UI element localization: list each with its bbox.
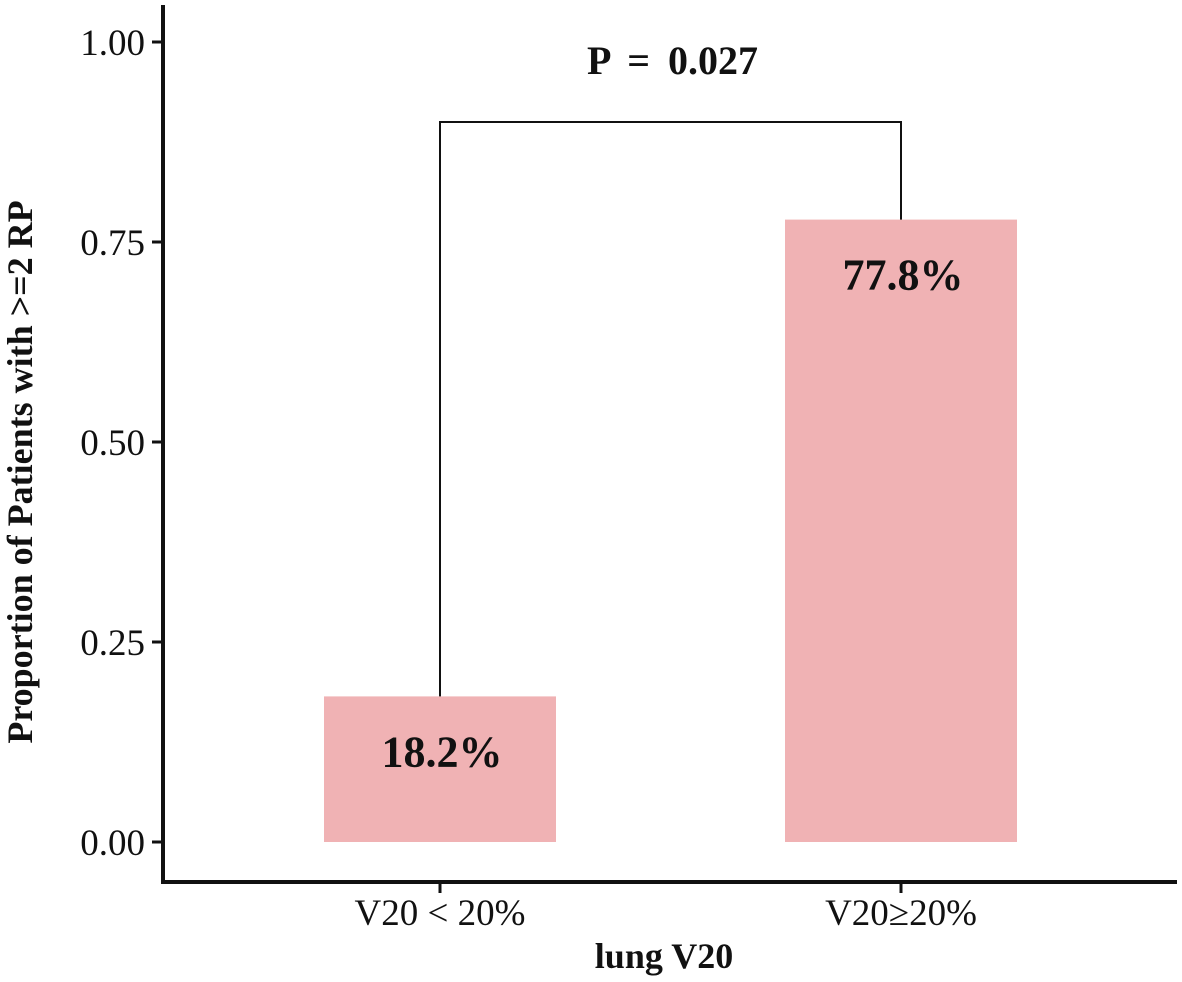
- y-axis-ticks: 0.00 0.25 0.50 0.75 1.00: [80, 23, 163, 864]
- bracket-line: [439, 121, 902, 697]
- x-category-label: V20≥20%: [825, 893, 977, 934]
- y-tick-label: 0.00: [80, 823, 145, 864]
- bar-value-label: 77.8%: [843, 251, 964, 300]
- y-axis-title: Proportion of Patients with >=2 RP: [0, 200, 40, 743]
- bar-value-label: 18.2%: [382, 727, 503, 776]
- y-tick-label: 0.25: [80, 623, 145, 664]
- x-category-label: V20 < 20%: [355, 893, 526, 934]
- y-tick-label: 0.50: [80, 423, 145, 464]
- y-tick-label: 0.75: [80, 223, 145, 264]
- bar-value-labels: 18.2% 77.8%: [382, 251, 964, 777]
- x-axis-title: lung V20: [595, 936, 733, 976]
- significance-bracket: [439, 121, 902, 697]
- p-value-annotation: P = 0.027: [587, 38, 758, 83]
- x-axis-categories: V20 < 20% V20≥20%: [355, 882, 977, 934]
- bar: [785, 219, 1017, 843]
- bars: [324, 219, 1017, 843]
- y-tick-label: 1.00: [80, 23, 145, 64]
- bar: [324, 696, 556, 842]
